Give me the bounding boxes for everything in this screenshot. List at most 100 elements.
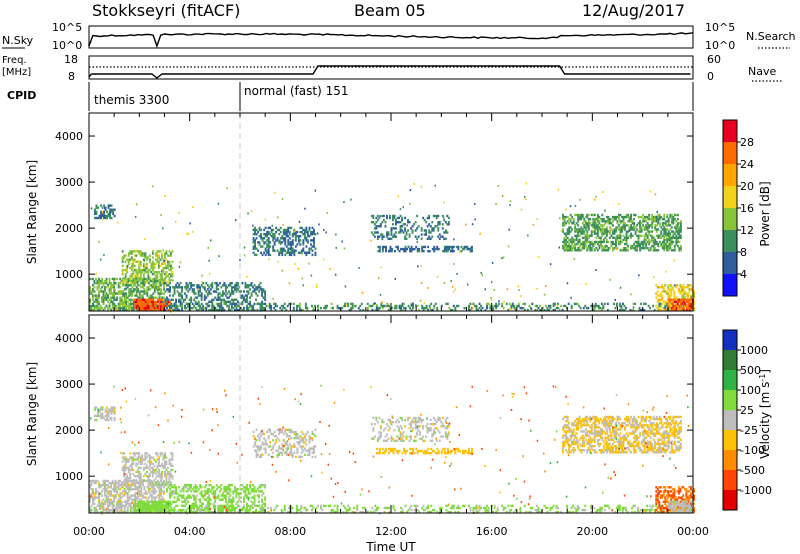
heatmap-cell bbox=[277, 216, 279, 219]
heatmap-cell bbox=[179, 261, 182, 264]
heatmap-cell bbox=[360, 302, 363, 306]
heatmap-cell bbox=[123, 470, 126, 474]
heatmap-cell bbox=[161, 254, 163, 257]
heatmap-cell bbox=[252, 241, 255, 244]
heatmap-cell bbox=[625, 249, 628, 252]
heatmap-cell bbox=[636, 244, 639, 248]
heatmap-cell bbox=[160, 306, 162, 310]
heatmap-cell bbox=[104, 208, 107, 211]
heatmap-cell bbox=[618, 236, 620, 239]
heatmap-cell bbox=[436, 510, 439, 514]
heatmap-cell bbox=[258, 226, 261, 230]
heatmap-cell bbox=[218, 296, 221, 299]
heatmap-cell bbox=[235, 282, 238, 285]
heatmap-cell bbox=[126, 506, 129, 510]
heatmap-cell bbox=[423, 233, 426, 236]
heatmap-cell bbox=[370, 221, 373, 224]
heatmap-cell bbox=[249, 300, 252, 303]
heatmap-cell bbox=[625, 236, 628, 239]
heatmap-cell bbox=[631, 234, 634, 237]
heatmap-cell bbox=[279, 237, 282, 240]
heatmap-cell bbox=[598, 228, 601, 231]
heatmap-cell bbox=[671, 288, 674, 291]
heatmap-cell bbox=[143, 308, 146, 312]
heatmap-cell bbox=[582, 508, 585, 512]
heatmap-cell bbox=[639, 226, 642, 229]
heatmap-cell bbox=[445, 508, 448, 512]
heatmap-cell bbox=[170, 275, 172, 278]
heatmap-cell bbox=[190, 284, 193, 287]
heatmap-cell bbox=[168, 268, 171, 272]
heatmap-cell bbox=[386, 231, 388, 234]
heatmap-cell bbox=[293, 228, 296, 232]
heatmap-cell bbox=[615, 230, 617, 233]
heatmap-cell bbox=[425, 304, 428, 308]
heatmap-cell bbox=[563, 244, 566, 248]
heatmap-cell bbox=[633, 218, 636, 221]
heatmap-cell bbox=[651, 215, 654, 219]
heatmap-cell bbox=[99, 304, 102, 308]
heatmap-cell bbox=[197, 302, 200, 306]
heatmap-cell bbox=[570, 306, 573, 310]
heatmap-cell bbox=[157, 279, 159, 283]
heatmap-cell bbox=[679, 290, 682, 293]
heatmap-cell bbox=[140, 490, 143, 493]
heatmap-cell bbox=[667, 244, 670, 248]
heatmap-cell bbox=[217, 302, 220, 306]
heatmap-cell bbox=[153, 277, 156, 281]
heatmap-cell bbox=[596, 230, 599, 233]
heatmap-cell bbox=[631, 308, 634, 312]
heatmap-cell bbox=[534, 508, 537, 512]
heatmap-cell bbox=[655, 230, 658, 233]
heatmap-cell bbox=[266, 233, 269, 236]
heatmap-cell bbox=[206, 288, 209, 291]
heatmap-cell bbox=[581, 242, 584, 246]
heatmap-cell bbox=[549, 304, 552, 308]
heatmap-cell bbox=[158, 266, 160, 270]
heatmap-cell bbox=[383, 510, 386, 514]
heatmap-cell bbox=[578, 304, 581, 308]
heatmap-cell bbox=[226, 292, 229, 295]
heatmap-cell bbox=[131, 500, 134, 503]
heatmap-cell bbox=[148, 454, 151, 457]
heatmap-cell bbox=[203, 506, 206, 510]
heatmap-cell bbox=[134, 259, 136, 262]
heatmap-cell bbox=[522, 302, 525, 306]
heatmap-cell bbox=[445, 504, 448, 508]
heatmap-cell bbox=[683, 296, 686, 299]
heatmap-cell bbox=[395, 221, 397, 224]
heatmap-cell bbox=[164, 254, 166, 257]
heatmap-cell bbox=[260, 228, 263, 232]
heatmap-cell bbox=[96, 479, 99, 483]
heatmap-cell bbox=[420, 233, 423, 236]
heatmap-cell bbox=[119, 510, 122, 514]
heatmap-cell bbox=[640, 242, 643, 246]
heatmap-cell bbox=[386, 304, 389, 308]
heatmap-cell bbox=[230, 290, 233, 293]
heatmap-cell bbox=[342, 510, 345, 514]
heatmap-cell bbox=[168, 470, 171, 474]
heatmap-cell bbox=[371, 506, 374, 510]
heatmap-cell bbox=[172, 294, 175, 297]
heatmap-cell bbox=[264, 290, 267, 293]
heatmap-cell bbox=[129, 502, 132, 505]
heatmap-cell bbox=[596, 240, 599, 244]
heatmap-cell bbox=[616, 215, 619, 219]
heatmap-cell bbox=[130, 252, 133, 255]
heatmap-cell bbox=[178, 284, 181, 287]
heatmap-cell bbox=[503, 300, 505, 303]
heatmap-cell bbox=[131, 308, 134, 312]
heatmap-cell bbox=[584, 504, 587, 508]
heatmap-cell bbox=[604, 220, 607, 223]
heatmap-cell bbox=[669, 298, 672, 301]
heatmap-cell bbox=[603, 302, 606, 306]
heatmap-cell bbox=[148, 458, 151, 461]
heatmap-cell bbox=[571, 249, 574, 252]
heatmap-cell bbox=[291, 249, 294, 252]
heatmap-cell bbox=[185, 302, 188, 306]
heatmap-cell bbox=[155, 286, 158, 289]
heatmap-cell bbox=[111, 506, 114, 510]
heatmap-cell bbox=[301, 308, 304, 312]
heatmap-cell bbox=[283, 231, 285, 234]
heatmap-cell bbox=[687, 308, 690, 312]
